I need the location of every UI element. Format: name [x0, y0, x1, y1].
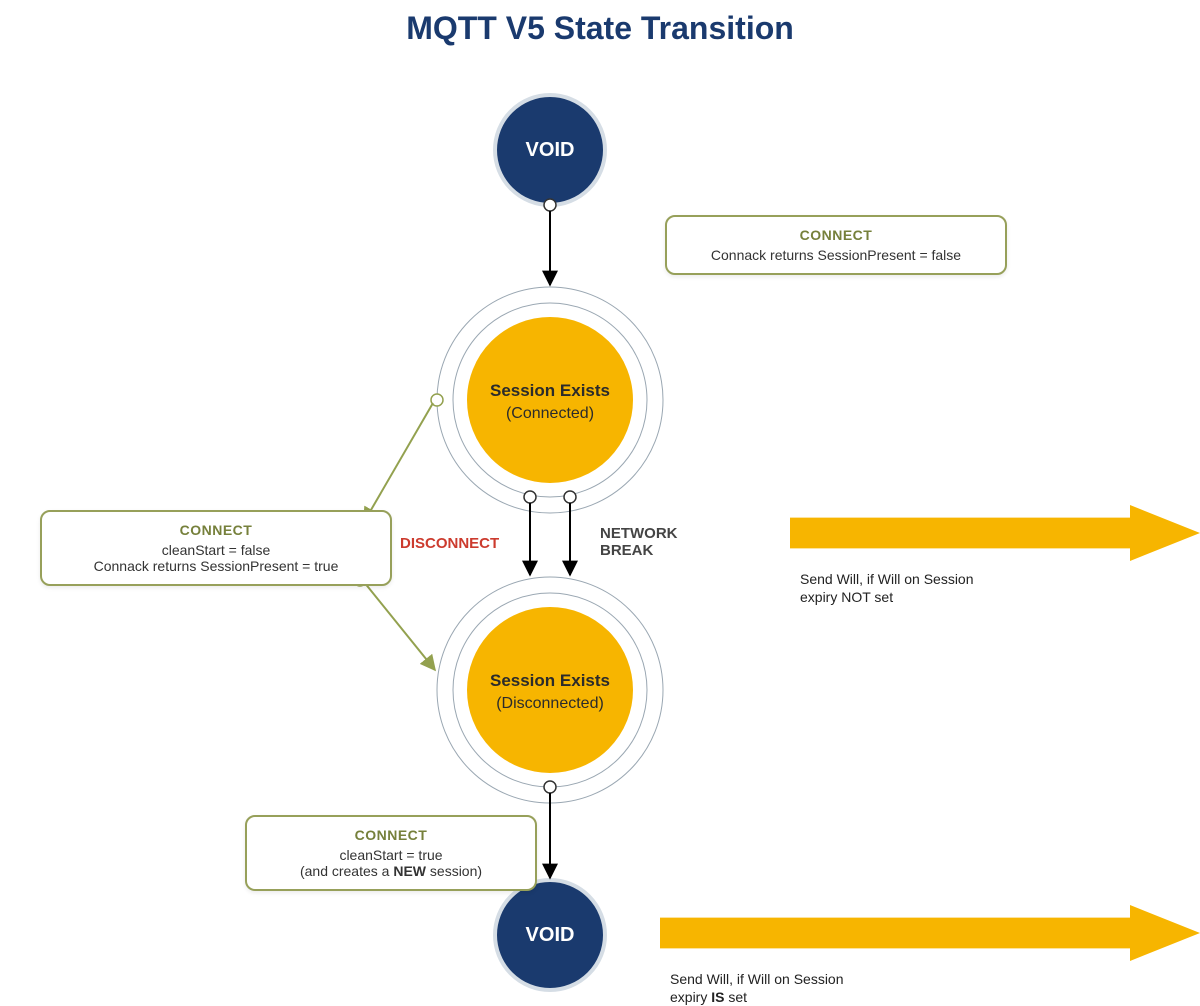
svg-text:(Disconnected): (Disconnected)	[496, 695, 604, 712]
svg-text:Session Exists: Session Exists	[490, 671, 610, 690]
callout-body: cleanStart = true(and creates a NEW sess…	[261, 847, 521, 879]
svg-text:(Connected): (Connected)	[506, 405, 594, 422]
diagram-stage: MQTT V5 State Transition VOIDSession Exi…	[0, 0, 1200, 1000]
callout-title: CONNECT	[261, 827, 521, 843]
diagram-svg: VOID Session Exists (Connected) Session Exi…	[0, 0, 1200, 1000]
callout-title: CONNECT	[681, 227, 991, 243]
callout-body: cleanStart = falseConnack returns Sessio…	[56, 542, 376, 574]
callout-connect-new: CONNECT cleanStart = true(and creates a …	[245, 815, 537, 891]
big-arrow-caption-1: Send Will, if Will on Sessionexpiry NOT …	[800, 570, 974, 606]
callout-connect-true: CONNECT cleanStart = falseConnack return…	[40, 510, 392, 586]
callout-title: CONNECT	[56, 522, 376, 538]
svg-text:VOID: VOID	[526, 924, 575, 946]
label-network-break: NETWORK BREAK	[600, 525, 678, 559]
svg-text:Session Exists: Session Exists	[490, 381, 610, 400]
callout-connect-false: CONNECT Connack returns SessionPresent =…	[665, 215, 1007, 275]
callout-body: Connack returns SessionPresent = false	[681, 247, 991, 263]
big-arrow-caption-2: Send Will, if Will on Sessionexpiry IS s…	[670, 970, 844, 1006]
svg-text:VOID: VOID	[526, 139, 575, 161]
label-disconnect: DISCONNECT	[400, 535, 499, 552]
